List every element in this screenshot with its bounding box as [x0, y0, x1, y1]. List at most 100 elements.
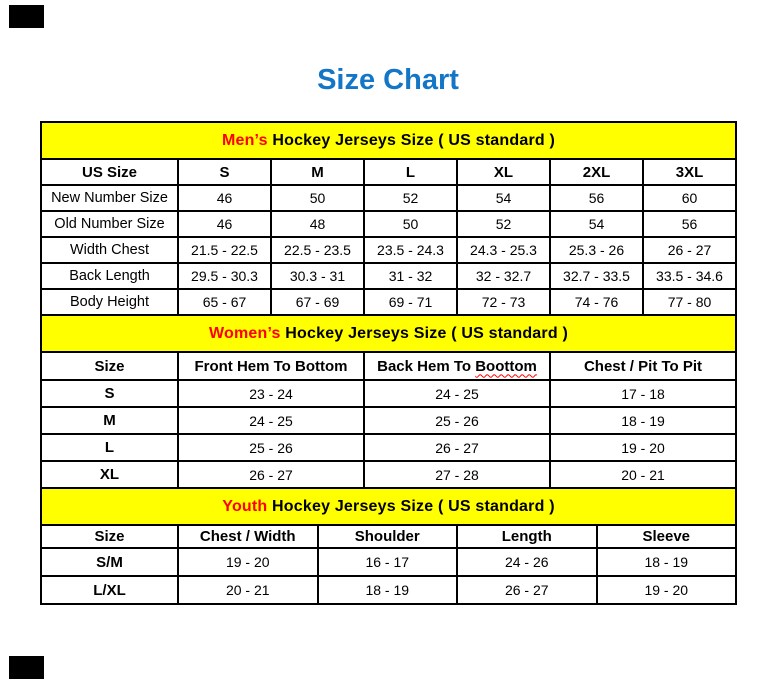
table-cell: 27 - 28 — [363, 460, 551, 489]
size-tables: Men’s Hockey Jerseys Size ( US standard … — [40, 121, 737, 605]
table-row: S 23 - 24 24 - 25 17 - 18 — [40, 379, 737, 408]
womens-banner-row: Women’s Hockey Jerseys Size ( US standar… — [40, 314, 737, 353]
table-cell: 46 — [177, 210, 272, 238]
row-label: S/M — [40, 547, 179, 577]
row-label: Back Length — [40, 262, 179, 290]
table-cell: 77 - 80 — [642, 288, 737, 316]
mens-banner-highlight: Men’s — [221, 131, 268, 149]
table-cell: 23.5 - 24.3 — [363, 236, 458, 264]
table-cell: 50 — [363, 210, 458, 238]
mens-header-2xl: 2XL — [549, 158, 644, 186]
table-cell: 24 - 25 — [177, 406, 365, 435]
mens-header-xl: XL — [456, 158, 551, 186]
youth-header-sleeve: Sleeve — [595, 524, 737, 549]
table-cell: 65 - 67 — [177, 288, 272, 316]
womens-header-front-hem: Front Hem To Bottom — [177, 351, 365, 381]
womens-banner-highlight: Women’s — [209, 324, 281, 342]
table-cell: 17 - 18 — [549, 379, 737, 408]
table-cell: 18 - 19 — [316, 575, 458, 605]
mens-header-s: S — [177, 158, 272, 186]
table-row: Back Length 29.5 - 30.3 30.3 - 31 31 - 3… — [40, 262, 737, 290]
table-cell: 72 - 73 — [456, 288, 551, 316]
mens-header-row: US Size S M L XL 2XL 3XL — [40, 158, 737, 186]
table-cell: 56 — [549, 184, 644, 212]
womens-header-chest: Chest / Pit To Pit — [549, 351, 737, 381]
table-cell: 20 - 21 — [549, 460, 737, 489]
womens-header-row: Size Front Hem To Bottom Back Hem To Boo… — [40, 351, 737, 381]
table-cell: 52 — [456, 210, 551, 238]
womens-header-size: Size — [40, 351, 179, 381]
mens-size-table: Men’s Hockey Jerseys Size ( US standard … — [40, 121, 737, 316]
table-cell: 26 - 27 — [456, 575, 598, 605]
table-cell: 54 — [456, 184, 551, 212]
womens-banner: Women’s Hockey Jerseys Size ( US standar… — [40, 314, 737, 353]
table-cell: 26 - 27 — [642, 236, 737, 264]
table-cell: 19 - 20 — [177, 547, 319, 577]
row-label: Width Chest — [40, 236, 179, 264]
row-label: Old Number Size — [40, 210, 179, 238]
table-cell: 29.5 - 30.3 — [177, 262, 272, 290]
table-cell: 25 - 26 — [363, 406, 551, 435]
mens-header-m: M — [270, 158, 365, 186]
table-cell: 74 - 76 — [549, 288, 644, 316]
table-cell: 67 - 69 — [270, 288, 365, 316]
womens-header-back-hem: Back Hem To Boottom — [363, 351, 551, 381]
back-hem-prefix: Back Hem To — [377, 357, 476, 375]
row-label: L — [40, 433, 179, 462]
table-cell: 46 — [177, 184, 272, 212]
table-cell: 48 — [270, 210, 365, 238]
row-label: Body Height — [40, 288, 179, 316]
youth-banner: Youth Hockey Jerseys Size ( US standard … — [40, 487, 737, 526]
table-cell: 50 — [270, 184, 365, 212]
row-label: New Number Size — [40, 184, 179, 212]
table-cell: 19 - 20 — [595, 575, 737, 605]
page-title: Size Chart — [317, 64, 459, 96]
mens-banner-row: Men’s Hockey Jerseys Size ( US standard … — [40, 121, 737, 160]
womens-banner-text: Hockey Jerseys Size ( US standard ) — [280, 324, 568, 342]
table-cell: 26 - 27 — [363, 433, 551, 462]
mens-banner: Men’s Hockey Jerseys Size ( US standard … — [40, 121, 737, 160]
table-cell: 24 - 25 — [363, 379, 551, 408]
table-row: L/XL 20 - 21 18 - 19 26 - 27 19 - 20 — [40, 575, 737, 605]
youth-header-size: Size — [40, 524, 179, 549]
table-cell: 20 - 21 — [177, 575, 319, 605]
table-cell: 52 — [363, 184, 458, 212]
mens-header-3xl: 3XL — [642, 158, 737, 186]
table-cell: 22.5 - 23.5 — [270, 236, 365, 264]
table-cell: 31 - 32 — [363, 262, 458, 290]
mens-header-l: L — [363, 158, 458, 186]
table-row: S/M 19 - 20 16 - 17 24 - 26 18 - 19 — [40, 547, 737, 577]
table-cell: 32 - 32.7 — [456, 262, 551, 290]
table-cell: 23 - 24 — [177, 379, 365, 408]
table-cell: 32.7 - 33.5 — [549, 262, 644, 290]
table-row: L 25 - 26 26 - 27 19 - 20 — [40, 433, 737, 462]
table-cell: 16 - 17 — [316, 547, 458, 577]
row-label: M — [40, 406, 179, 435]
table-cell: 69 - 71 — [363, 288, 458, 316]
table-cell: 56 — [642, 210, 737, 238]
row-label: L/XL — [40, 575, 179, 605]
youth-header-shoulder: Shoulder — [316, 524, 458, 549]
table-row: XL 26 - 27 27 - 28 20 - 21 — [40, 460, 737, 489]
table-cell: 30.3 - 31 — [270, 262, 365, 290]
mens-header-us-size: US Size — [40, 158, 179, 186]
mens-banner-text: Hockey Jerseys Size ( US standard ) — [267, 131, 556, 149]
table-cell: 25.3 - 26 — [549, 236, 644, 264]
table-cell: 18 - 19 — [595, 547, 737, 577]
row-label: XL — [40, 460, 179, 489]
youth-banner-text: Hockey Jerseys Size ( US standard ) — [267, 497, 555, 515]
table-cell: 19 - 20 — [549, 433, 737, 462]
table-row: M 24 - 25 25 - 26 18 - 19 — [40, 406, 737, 435]
corner-mark-top — [9, 5, 44, 28]
youth-header-row: Size Chest / Width Shoulder Length Sleev… — [40, 524, 737, 549]
table-cell: 26 - 27 — [177, 460, 365, 489]
youth-banner-row: Youth Hockey Jerseys Size ( US standard … — [40, 487, 737, 526]
youth-banner-highlight: Youth — [222, 497, 268, 515]
table-row: Body Height 65 - 67 67 - 69 69 - 71 72 -… — [40, 288, 737, 316]
youth-header-chest-width: Chest / Width — [177, 524, 319, 549]
row-label: S — [40, 379, 179, 408]
table-cell: 33.5 - 34.6 — [642, 262, 737, 290]
womens-size-table: Women’s Hockey Jerseys Size ( US standar… — [40, 314, 737, 489]
back-hem-misspelled-word: Boottom — [475, 357, 537, 375]
